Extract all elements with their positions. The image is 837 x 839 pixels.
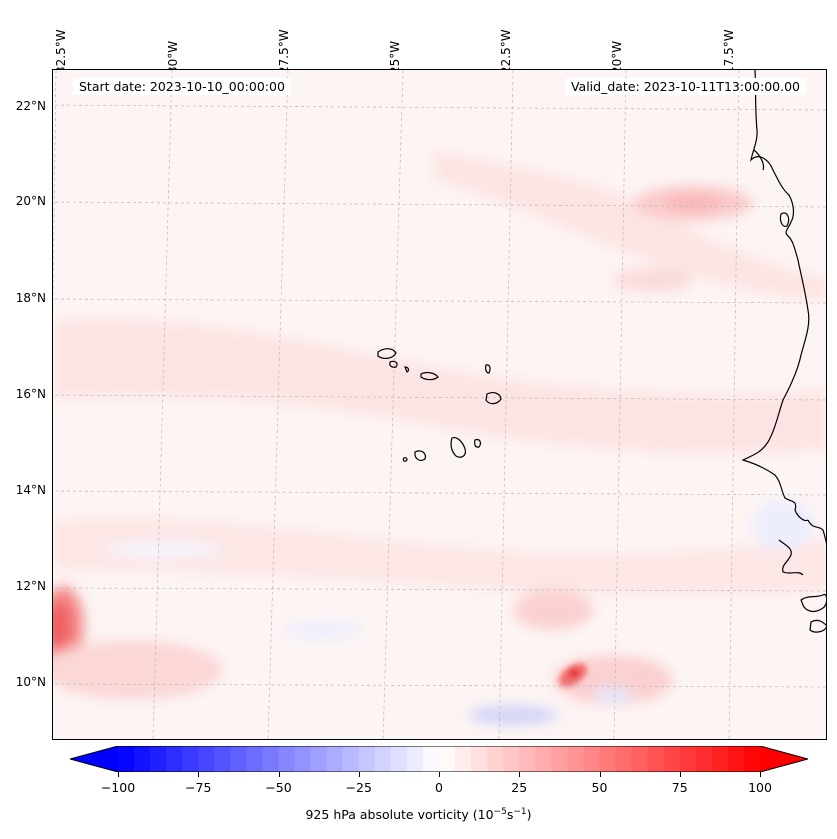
colorbar-segment xyxy=(487,746,504,772)
colorbar-tick-mark xyxy=(519,772,521,777)
colorbar-segment xyxy=(679,746,697,772)
lat-label: 20°N xyxy=(15,194,46,208)
colorbar-segment xyxy=(503,746,520,772)
lon-label: 22.5°W xyxy=(499,29,513,74)
colorbar-segment xyxy=(246,746,263,772)
vorticity-field xyxy=(53,70,826,739)
colorbar-segment xyxy=(567,746,584,772)
colorbar-segment xyxy=(342,746,360,772)
colorbar-tick-mark xyxy=(760,772,761,777)
colorbar-segment xyxy=(134,746,151,772)
colorbar-segment xyxy=(262,746,279,772)
colorbar-tick-mark xyxy=(198,772,200,777)
colorbar-segment xyxy=(615,746,633,772)
colorbar-tick-label: 100 xyxy=(748,780,772,795)
colorbar-segment xyxy=(326,746,344,772)
colorbar-segment xyxy=(455,746,472,772)
colorbar-segment xyxy=(166,746,183,772)
colorbar-max-extension xyxy=(760,746,808,772)
lat-label: 12°N xyxy=(15,579,46,593)
vorticity-map xyxy=(53,70,826,739)
colorbar-segment xyxy=(422,746,440,772)
lon-label: 32.5°W xyxy=(54,29,68,74)
colorbar-label-unit: s xyxy=(506,807,514,823)
colorbar-segment xyxy=(214,746,231,772)
colorbar-segment xyxy=(198,746,215,772)
colorbar-label: 925 hPa absolute vorticity (10−5s−1) xyxy=(0,807,837,822)
colorbar-tick-mark xyxy=(679,772,681,777)
colorbar-segment xyxy=(647,746,665,772)
colorbar-segment xyxy=(471,746,488,772)
map-panel: Start date: 2023-10-10_00:00:00 Valid_da… xyxy=(52,69,827,740)
lat-label: 10°N xyxy=(15,675,46,689)
colorbar-label-exponent: −5 xyxy=(493,807,507,817)
colorbar-segment xyxy=(599,746,617,772)
colorbar-segment xyxy=(695,746,713,772)
colorbar-segment xyxy=(711,746,729,772)
colorbar-segment xyxy=(663,746,681,772)
colorbar-tick-label: 0 xyxy=(435,780,443,795)
colorbar-tick-label: −100 xyxy=(100,780,136,795)
colorbar-segment xyxy=(310,746,328,772)
colorbar-segment xyxy=(358,746,376,772)
colorbar-tick-label: 50 xyxy=(591,780,608,795)
colorbar-tick-label: −50 xyxy=(265,780,292,795)
colorbar-label-close: ) xyxy=(526,807,532,823)
colorbar-tick-mark xyxy=(439,772,440,777)
colorbar-tick-label: −25 xyxy=(345,780,372,795)
lat-label: 22°N xyxy=(15,99,46,113)
colorbar-min-extension xyxy=(70,746,118,772)
start-date-label: Start date: 2023-10-10_00:00:00 xyxy=(73,78,291,95)
colorbar xyxy=(70,746,808,772)
colorbar-segment xyxy=(743,746,761,772)
colorbar-segment xyxy=(583,746,600,772)
lat-label: 14°N xyxy=(15,483,46,497)
colorbar-tick-mark xyxy=(118,772,119,777)
colorbar-segment xyxy=(118,746,135,772)
colorbar-label-text: 925 hPa absolute vorticity (10 xyxy=(305,807,494,823)
graticule xyxy=(53,70,826,739)
colorbar-tick-mark xyxy=(278,772,280,777)
colorbar-segment xyxy=(150,746,167,772)
colorbar-segment xyxy=(182,746,199,772)
vorticity-max xyxy=(558,663,588,687)
colorbar-tick-label: 75 xyxy=(671,780,688,795)
colorbar-segment xyxy=(294,746,312,772)
colorbar-segment xyxy=(278,746,296,772)
lon-label: 27.5°W xyxy=(277,29,291,74)
colorbar-segment xyxy=(631,746,649,772)
colorbar-segment xyxy=(519,746,536,772)
lat-label: 18°N xyxy=(15,291,46,305)
colorbar-tick-mark xyxy=(599,772,601,777)
colorbar-segment xyxy=(374,746,392,772)
colorbar-tick-label: −75 xyxy=(185,780,212,795)
colorbar-segment xyxy=(230,746,247,772)
valid-date-label: Valid_date: 2023-10-11T13:00:00.00 xyxy=(564,78,806,95)
lon-label: 17.5°W xyxy=(722,29,736,74)
colorbar-label-exponent: −1 xyxy=(513,807,527,817)
colorbar-segment xyxy=(406,746,424,772)
colorbar-tick-label: 25 xyxy=(511,780,528,795)
colorbar-tick-mark xyxy=(358,772,360,777)
colorbar-segment xyxy=(390,746,408,772)
colorbar-segment xyxy=(727,746,745,772)
lat-label: 16°N xyxy=(15,387,46,401)
colorbar-segment xyxy=(535,746,552,772)
colorbar-segment xyxy=(439,746,456,772)
coastline xyxy=(377,70,826,633)
colorbar-segment xyxy=(551,746,568,772)
